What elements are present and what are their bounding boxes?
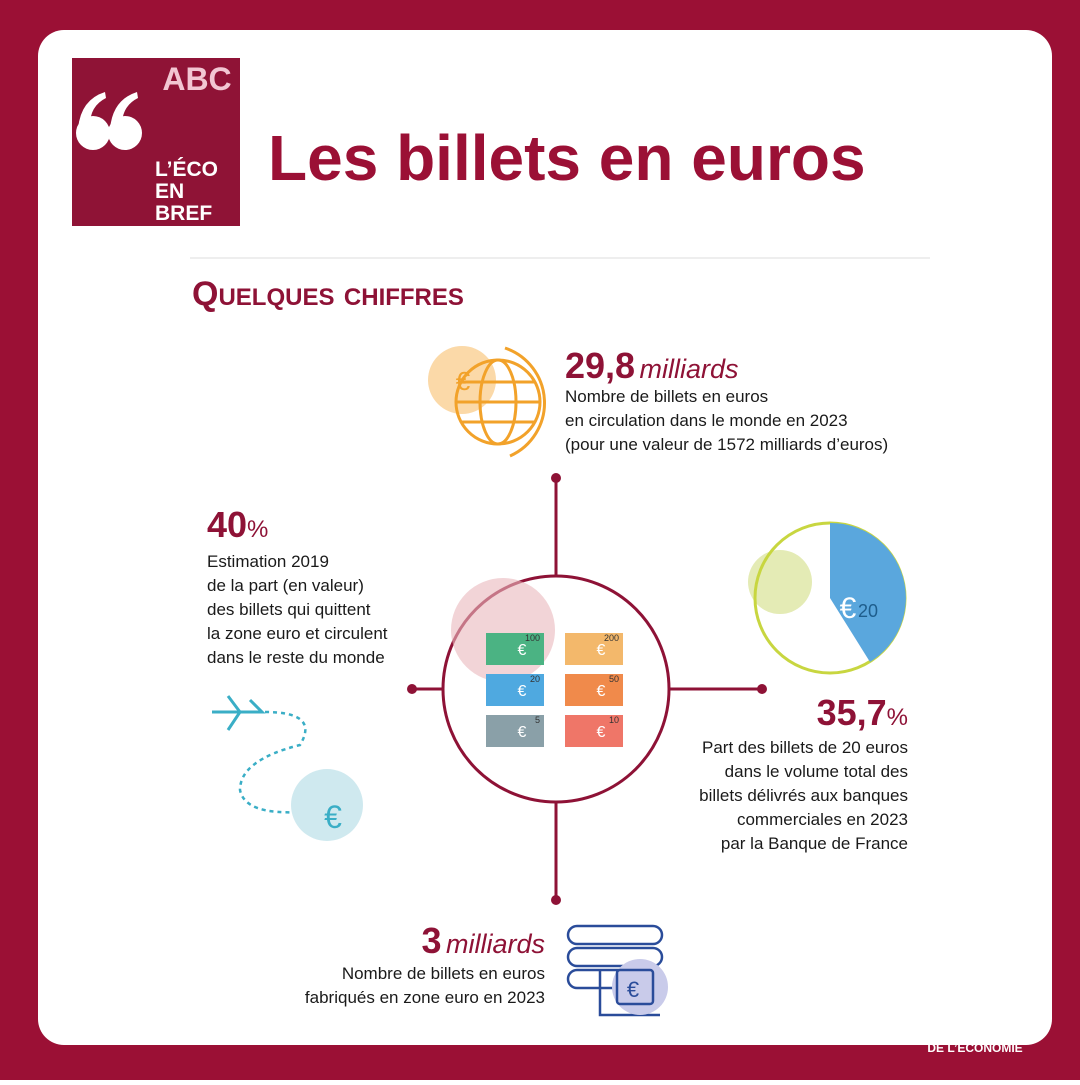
- stat-headline: 3 milliards: [422, 920, 546, 961]
- logo-line: L’ÉCO: [155, 158, 218, 181]
- icon-symbol: €: [324, 799, 342, 835]
- banknotes: 100 200 20 50 5 10 € € € € € €: [486, 633, 623, 747]
- stat-value: 40: [207, 504, 247, 545]
- logo-brand: ABC: [162, 61, 231, 97]
- note-symbol: €: [518, 642, 527, 659]
- stat-line: dans le reste du monde: [207, 648, 385, 667]
- icon-symbol: €: [627, 977, 639, 1002]
- stat-line: de la part (en valeur): [207, 576, 364, 595]
- note-symbol: €: [518, 683, 527, 700]
- note-label: 200: [604, 633, 619, 643]
- stat-line: en circulation dans le monde en 2023: [565, 411, 848, 430]
- note-label: 5: [535, 715, 540, 725]
- pie-icon: € 20: [748, 521, 907, 675]
- connector: [412, 478, 762, 900]
- stat-headline: 29,8 milliards: [565, 345, 739, 386]
- note-symbol: €: [597, 683, 606, 700]
- stat-headline: 40%: [207, 504, 268, 545]
- blob: [451, 578, 555, 682]
- stat-line: (pour une valeur de 1572 milliards d’eur…: [565, 435, 888, 454]
- stat-unit: %: [247, 516, 268, 543]
- note: [565, 633, 623, 665]
- stat-line: dans le volume total des: [725, 762, 908, 781]
- logo-line: EN: [155, 180, 184, 203]
- note: [565, 674, 623, 706]
- connector-dot: [407, 473, 767, 905]
- stat-value: 35,7: [817, 692, 887, 733]
- stat-line: fabriqués en zone euro en 2023: [305, 988, 545, 1007]
- globe-icon: €: [428, 346, 546, 458]
- note: [486, 674, 544, 706]
- stat-lines: Nombre de billets en euros en circulation…: [207, 387, 908, 1007]
- note-symbol: €: [597, 642, 606, 659]
- footer-brand: ABC: [925, 990, 1025, 1042]
- stat-value: 29,8: [565, 345, 635, 386]
- quote-mark: [76, 92, 142, 150]
- note-label: 100: [525, 633, 540, 643]
- footer-subtitle: DE L’ÉCONOMIE: [927, 1040, 1022, 1055]
- stat-headline: 35,7%: [817, 692, 908, 733]
- logo-line: BREF: [155, 202, 212, 225]
- plane-icon: €: [212, 695, 363, 841]
- stat-line: la zone euro et circulent: [207, 624, 388, 643]
- note-symbol: €: [518, 724, 527, 741]
- section-title: Quelques chiffres: [192, 275, 464, 313]
- note-label: 20: [530, 674, 540, 684]
- stat-line: par la Banque de France: [721, 834, 908, 853]
- stat-line: Part des billets de 20 euros: [702, 738, 908, 757]
- stat-line: Estimation 2019: [207, 552, 329, 571]
- stat-unit: milliards: [446, 929, 545, 959]
- icon-symbol: €: [840, 592, 857, 625]
- title: Les billets en euros: [268, 122, 866, 194]
- note-symbol: €: [597, 724, 606, 741]
- stat-unit: %: [887, 704, 908, 731]
- stat-line: Nombre de billets en euros: [342, 964, 545, 983]
- icon-symbol: €: [456, 366, 471, 396]
- stat-line: billets délivrés aux banques: [699, 786, 908, 805]
- note: [486, 633, 544, 665]
- stat-line: Nombre de billets en euros: [565, 387, 768, 406]
- card: [38, 30, 1052, 1045]
- pie-label: 20: [858, 601, 878, 621]
- stat-unit: milliards: [640, 354, 739, 384]
- note-label: 10: [609, 715, 619, 725]
- note-label: 50: [609, 674, 619, 684]
- stat-line: commerciales en 2023: [737, 810, 908, 829]
- print-icon: €: [566, 924, 668, 1017]
- note: [565, 715, 623, 747]
- stat-value: 3: [422, 920, 442, 961]
- stat-line: des billets qui quittent: [207, 600, 371, 619]
- note: [486, 715, 544, 747]
